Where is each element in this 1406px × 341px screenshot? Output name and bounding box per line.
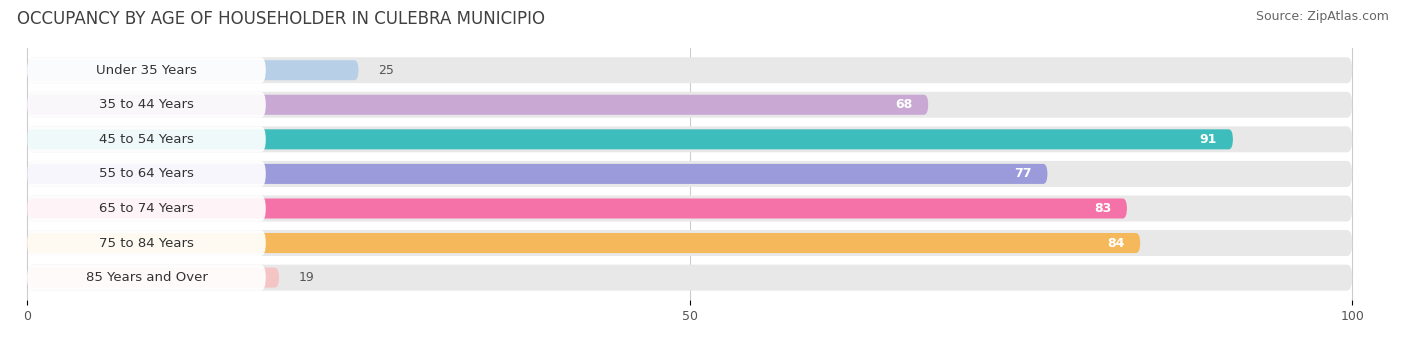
FancyBboxPatch shape bbox=[27, 265, 266, 291]
FancyBboxPatch shape bbox=[27, 92, 266, 118]
FancyBboxPatch shape bbox=[27, 195, 1353, 221]
FancyBboxPatch shape bbox=[27, 129, 1233, 149]
Text: 55 to 64 Years: 55 to 64 Years bbox=[98, 167, 194, 180]
FancyBboxPatch shape bbox=[27, 230, 1353, 256]
FancyBboxPatch shape bbox=[27, 198, 1128, 219]
Text: 45 to 54 Years: 45 to 54 Years bbox=[98, 133, 194, 146]
Text: 65 to 74 Years: 65 to 74 Years bbox=[98, 202, 194, 215]
FancyBboxPatch shape bbox=[27, 233, 1140, 253]
Text: 75 to 84 Years: 75 to 84 Years bbox=[98, 237, 194, 250]
FancyBboxPatch shape bbox=[27, 127, 266, 152]
Text: 25: 25 bbox=[378, 64, 394, 77]
Text: 83: 83 bbox=[1094, 202, 1111, 215]
FancyBboxPatch shape bbox=[27, 95, 928, 115]
Text: 85 Years and Over: 85 Years and Over bbox=[86, 271, 208, 284]
Text: 84: 84 bbox=[1107, 237, 1125, 250]
Text: 91: 91 bbox=[1199, 133, 1218, 146]
FancyBboxPatch shape bbox=[27, 57, 266, 83]
FancyBboxPatch shape bbox=[27, 164, 1047, 184]
FancyBboxPatch shape bbox=[27, 127, 1353, 152]
FancyBboxPatch shape bbox=[27, 60, 359, 80]
Text: 35 to 44 Years: 35 to 44 Years bbox=[98, 98, 194, 111]
FancyBboxPatch shape bbox=[27, 230, 266, 256]
FancyBboxPatch shape bbox=[27, 161, 266, 187]
FancyBboxPatch shape bbox=[27, 268, 278, 288]
Text: OCCUPANCY BY AGE OF HOUSEHOLDER IN CULEBRA MUNICIPIO: OCCUPANCY BY AGE OF HOUSEHOLDER IN CULEB… bbox=[17, 10, 546, 28]
Text: 68: 68 bbox=[896, 98, 912, 111]
Text: Source: ZipAtlas.com: Source: ZipAtlas.com bbox=[1256, 10, 1389, 23]
FancyBboxPatch shape bbox=[27, 92, 1353, 118]
FancyBboxPatch shape bbox=[27, 265, 1353, 291]
Text: 19: 19 bbox=[299, 271, 315, 284]
FancyBboxPatch shape bbox=[27, 57, 1353, 83]
FancyBboxPatch shape bbox=[27, 161, 1353, 187]
FancyBboxPatch shape bbox=[27, 195, 266, 221]
Text: 77: 77 bbox=[1014, 167, 1032, 180]
Text: Under 35 Years: Under 35 Years bbox=[96, 64, 197, 77]
